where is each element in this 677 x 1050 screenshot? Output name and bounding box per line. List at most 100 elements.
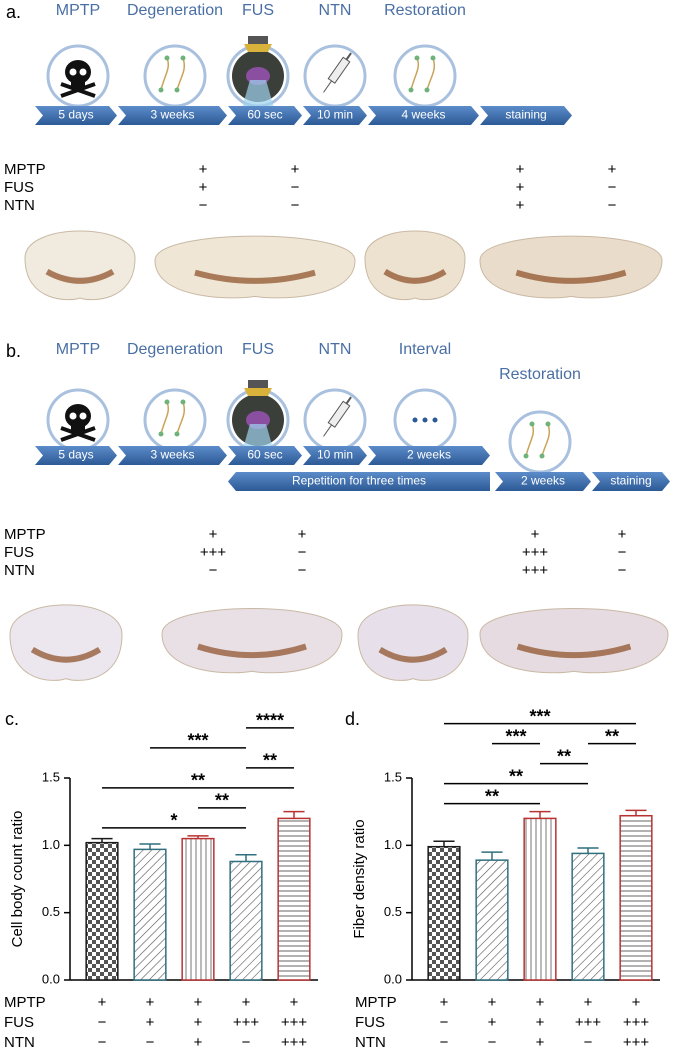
condition-cell: + — [199, 161, 208, 178]
condition-row-label: MPTP — [4, 994, 46, 1011]
y-tick-label: 1.5 — [42, 769, 60, 784]
bar — [475, 859, 509, 981]
x-tick-label: +++ — [233, 1014, 260, 1031]
timeline-label: Repetition for three times — [292, 474, 426, 488]
brain-section — [161, 607, 343, 674]
stain — [45, 268, 115, 284]
brain-section — [154, 235, 356, 299]
icon — [65, 404, 91, 428]
bar — [523, 817, 557, 981]
significance-label: ** — [605, 726, 619, 746]
bar — [133, 848, 167, 981]
icon — [408, 87, 414, 93]
condition-row-label: FUS — [355, 1014, 385, 1031]
significance-label: ** — [215, 791, 229, 811]
icon — [414, 55, 420, 61]
icon — [323, 424, 332, 437]
step-label: FUS — [242, 341, 274, 358]
icon — [248, 380, 268, 390]
condition-cell: + — [298, 526, 307, 543]
significance-label: ** — [485, 786, 499, 806]
icon — [158, 87, 164, 93]
icon — [180, 55, 186, 61]
step-label: FUS — [242, 2, 274, 19]
x-tick-label: − — [440, 1034, 449, 1050]
step-label: NTN — [319, 2, 352, 19]
condition-cell: − — [608, 197, 617, 214]
significance-label: * — [170, 811, 177, 831]
step-circle — [393, 44, 457, 108]
x-tick-label: + — [488, 1014, 497, 1031]
y-tick-label: 0.5 — [42, 904, 60, 919]
significance-label: ** — [557, 746, 571, 766]
x-tick-label: − — [242, 1034, 251, 1050]
icon — [323, 80, 332, 93]
timeline-arrow — [228, 472, 490, 491]
timeline-arrow — [368, 106, 479, 125]
condition-row-label: NTN — [355, 1034, 386, 1050]
y-tick-label: 1.0 — [42, 837, 60, 852]
y-tick-label: 1.5 — [384, 769, 402, 784]
bar — [619, 814, 653, 981]
y-tick-label: 0.0 — [384, 971, 402, 986]
x-tick-label: − — [98, 1014, 107, 1031]
x-tick-label: + — [488, 994, 497, 1011]
stain — [383, 269, 447, 284]
icon — [158, 431, 164, 437]
icon — [410, 57, 436, 91]
x-tick-label: + — [440, 994, 449, 1011]
x-tick-label: + — [584, 994, 593, 1011]
condition-cell: − — [199, 197, 208, 214]
bar — [181, 837, 215, 981]
step-label: Degeneration — [127, 341, 223, 358]
icon — [424, 87, 430, 93]
x-tick-label: − — [440, 1014, 449, 1031]
step-label: MPTP — [56, 341, 100, 358]
condition-row-label: NTN — [4, 197, 35, 214]
condition-cell: +++ — [200, 544, 227, 561]
timeline-arrow — [495, 472, 591, 491]
x-tick-label: + — [194, 1014, 203, 1031]
timeline-label: 10 min — [317, 108, 353, 122]
timeline-arrow — [592, 472, 670, 491]
bar — [229, 860, 263, 981]
icon — [412, 417, 418, 423]
stain — [378, 646, 448, 663]
icon — [160, 401, 186, 435]
x-tick-label: − — [488, 1034, 497, 1050]
icon — [345, 52, 352, 61]
x-tick-label: + — [536, 1034, 545, 1050]
x-tick-label: +++ — [281, 1034, 308, 1050]
brain-section — [479, 607, 669, 674]
timeline-arrow — [35, 106, 117, 125]
icon — [71, 80, 85, 88]
y-tick-label: 0.0 — [42, 971, 60, 986]
condition-cell: + — [618, 526, 627, 543]
timeline-arrow — [35, 446, 117, 465]
timeline-arrow — [303, 106, 367, 125]
condition-row-label: FUS — [4, 179, 34, 196]
icon — [174, 431, 180, 437]
timeline-arrow — [480, 106, 572, 125]
icon — [523, 453, 529, 459]
x-tick-label: + — [146, 994, 155, 1011]
icon — [60, 426, 96, 442]
icon — [79, 412, 87, 420]
condition-cell: − — [298, 562, 307, 579]
condition-cell: − — [608, 179, 617, 196]
condition-cell: + — [516, 179, 525, 196]
condition-cell: + — [516, 161, 525, 178]
condition-row-label: FUS — [4, 1014, 34, 1031]
step-circle — [508, 410, 572, 474]
x-tick-label: +++ — [575, 1014, 602, 1031]
icon — [242, 424, 274, 452]
panel-label: c. — [5, 709, 19, 729]
bar — [571, 852, 605, 981]
panel-label: a. — [6, 2, 21, 22]
x-tick-label: + — [194, 994, 203, 1011]
timeline-arrow — [118, 446, 227, 465]
timeline-label: staining — [505, 108, 546, 122]
icon — [529, 421, 535, 427]
stain — [516, 643, 632, 659]
